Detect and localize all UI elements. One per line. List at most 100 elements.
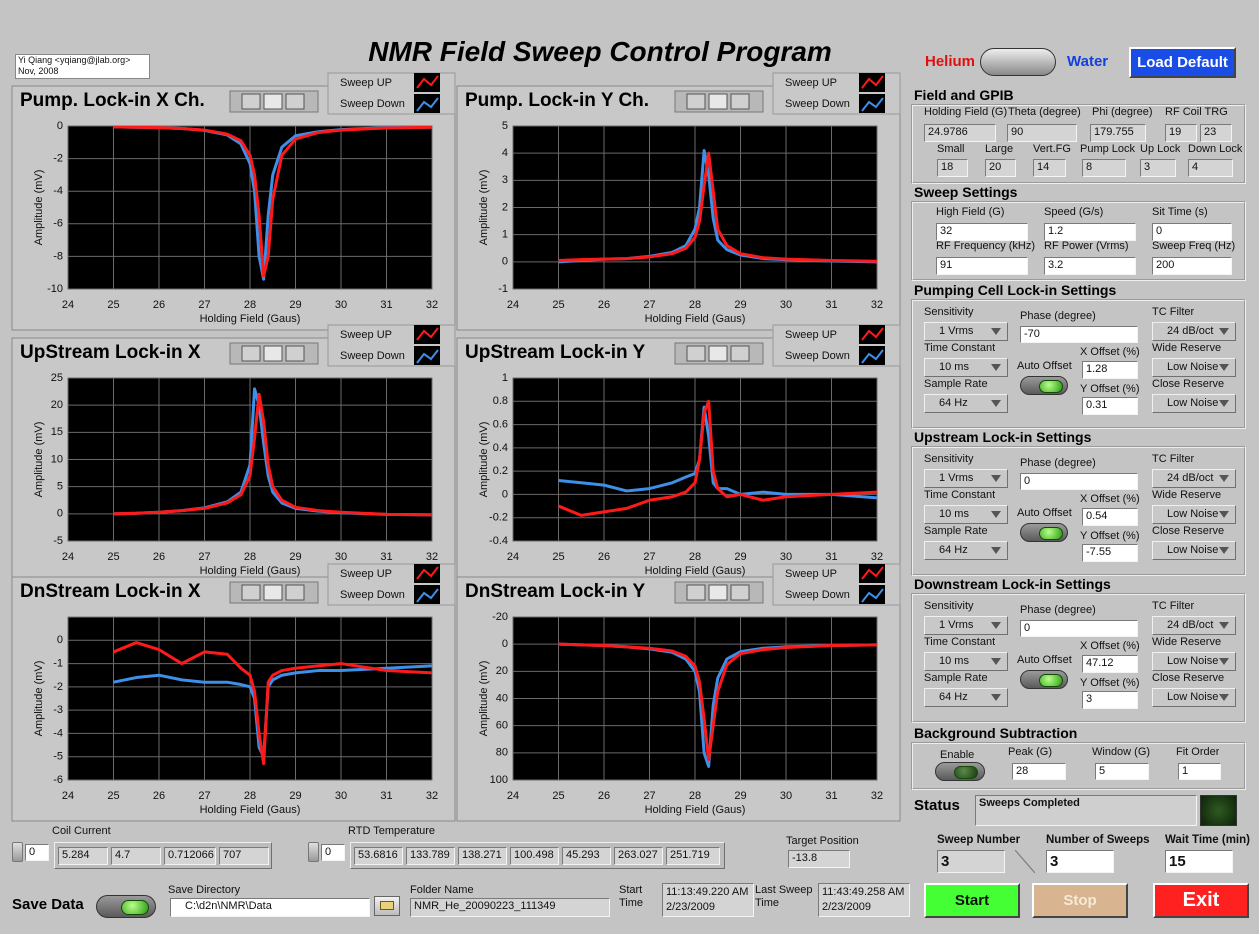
field-input[interactable]: 0 xyxy=(1152,223,1232,241)
array-value: 0.712066 xyxy=(164,847,216,865)
y-tick-label: 80 xyxy=(496,747,508,759)
x-axis-label: Holding Field (Gaus) xyxy=(645,565,746,577)
dropdown[interactable]: 10 ms xyxy=(924,505,1008,524)
target-label: Target Position xyxy=(786,835,859,847)
tool-button xyxy=(241,93,261,110)
author-box xyxy=(15,54,150,79)
legend-swatch xyxy=(861,588,884,603)
dropdown[interactable]: Low Noise xyxy=(1152,358,1236,377)
field-label: Theta (degree) xyxy=(1008,106,1081,118)
path-input[interactable]: C:\d2n\NMR\Data xyxy=(170,898,370,917)
field-input[interactable]: 47.12 xyxy=(1082,655,1138,673)
y-tick-label: 40 xyxy=(496,692,508,704)
index-arrows[interactable] xyxy=(308,842,319,862)
tool-button xyxy=(708,93,728,110)
field-input[interactable]: 0 xyxy=(1020,473,1138,490)
y-tick-label: -0.2 xyxy=(489,512,508,524)
legend-swatch xyxy=(861,327,884,341)
y-tick-label: -8 xyxy=(53,250,63,262)
array-value: 707 xyxy=(219,847,269,865)
mode-toggle[interactable] xyxy=(980,48,1056,76)
load-default-button[interactable]: Load Default xyxy=(1129,47,1236,78)
y-tick-label: 20 xyxy=(496,665,508,677)
dropdown[interactable]: Low Noise xyxy=(1152,394,1236,413)
dropdown[interactable]: 1 Vrms xyxy=(924,469,1008,488)
field-input[interactable]: -7.55 xyxy=(1082,544,1138,562)
section-title: Sweep Settings xyxy=(914,184,1018,200)
dropdown[interactable]: 10 ms xyxy=(924,652,1008,671)
dropdown[interactable]: 24 dB/oct xyxy=(1152,616,1236,635)
field-label: Fit Order xyxy=(1176,746,1220,758)
counter-value[interactable]: 15 xyxy=(1165,850,1233,873)
dropdown[interactable]: 1 Vrms xyxy=(924,616,1008,635)
field-input[interactable]: 28 xyxy=(1012,763,1066,780)
field-input[interactable]: 0 xyxy=(1020,620,1138,637)
plot-title: UpStream Lock-in Y xyxy=(465,342,646,363)
dropdown[interactable]: 10 ms xyxy=(924,358,1008,377)
legend-label: Sweep UP xyxy=(340,329,392,341)
array-label: RTD Temperature xyxy=(348,825,436,837)
section-box xyxy=(911,201,1246,281)
field-input[interactable]: 32 xyxy=(936,223,1028,241)
array-index[interactable]: 0 xyxy=(25,844,49,861)
array-index[interactable]: 0 xyxy=(321,844,345,861)
dropdown[interactable]: 24 dB/oct xyxy=(1152,322,1236,341)
x-tick-label: 31 xyxy=(380,551,392,563)
plot-title: Pump. Lock-in X Ch. xyxy=(20,90,205,111)
field-input[interactable]: 3.2 xyxy=(1044,257,1136,275)
field-input[interactable]: 200 xyxy=(1152,257,1232,275)
field-input[interactable]: 0.31 xyxy=(1082,397,1138,415)
field-input[interactable]: -70 xyxy=(1020,326,1138,343)
exit-button[interactable]: Exit xyxy=(1153,883,1249,918)
field-input[interactable]: 1.2 xyxy=(1044,223,1136,241)
field-label: RF Frequency (kHz) xyxy=(936,240,1036,252)
x-tick-label: 31 xyxy=(825,551,837,563)
field-input[interactable]: 91 xyxy=(936,257,1028,275)
array-label: Coil Current xyxy=(52,825,111,837)
auto-offset-toggle[interactable] xyxy=(1020,670,1068,689)
dropdown[interactable]: 64 Hz xyxy=(924,541,1008,560)
dropdown[interactable]: 1 Vrms xyxy=(924,322,1008,341)
field-input[interactable]: 3 xyxy=(1082,691,1138,709)
dropdown[interactable]: Low Noise xyxy=(1152,505,1236,524)
save-toggle[interactable] xyxy=(96,895,156,918)
field-label: Wide Reserve xyxy=(1152,342,1222,354)
dropdown[interactable]: 24 dB/oct xyxy=(1152,469,1236,488)
x-tick-label: 32 xyxy=(426,299,438,311)
dropdown[interactable]: Low Noise xyxy=(1152,652,1236,671)
field-label: Down Lock xyxy=(1188,143,1243,155)
counter-value[interactable]: 3 xyxy=(1046,850,1114,873)
index-arrows[interactable] xyxy=(12,842,23,862)
array-value: 263.027 xyxy=(614,847,663,865)
field-value: 14 xyxy=(1033,159,1066,177)
dropdown[interactable]: 64 Hz xyxy=(924,688,1008,707)
counter-label: Number of Sweeps xyxy=(1046,834,1150,846)
y-tick-label: -4 xyxy=(53,727,63,739)
y-tick-label: 5 xyxy=(502,120,508,132)
field-input[interactable]: 1 xyxy=(1178,763,1221,780)
dropdown[interactable]: Low Noise xyxy=(1152,688,1236,707)
field-input[interactable]: 1.28 xyxy=(1082,361,1138,379)
auto-offset-toggle[interactable] xyxy=(1020,376,1068,395)
auto-offset-toggle[interactable] xyxy=(1020,523,1068,542)
stop-button[interactable]: Stop xyxy=(1032,883,1128,918)
y-tick-label: 60 xyxy=(496,720,508,732)
tool-button xyxy=(241,345,261,362)
x-tick-label: 26 xyxy=(153,790,165,802)
x-tick-label: 28 xyxy=(244,299,256,311)
enable-toggle[interactable] xyxy=(935,762,985,781)
legend-label: Sweep UP xyxy=(785,568,837,580)
start-button[interactable]: Start xyxy=(924,883,1020,918)
legend-swatch xyxy=(861,566,884,580)
field-value: 179.755 xyxy=(1090,124,1146,142)
dropdown[interactable]: Low Noise xyxy=(1152,541,1236,560)
y-tick-label: -6 xyxy=(53,218,63,230)
field-input[interactable]: 0.54 xyxy=(1082,508,1138,526)
field-input[interactable]: 5 xyxy=(1095,763,1149,780)
field-label: Sit Time (s) xyxy=(1152,206,1208,218)
field-label: Sensitivity xyxy=(924,306,974,318)
field-label: Wide Reserve xyxy=(1152,489,1222,501)
dropdown[interactable]: 64 Hz xyxy=(924,394,1008,413)
mode-left: Helium xyxy=(924,53,975,70)
